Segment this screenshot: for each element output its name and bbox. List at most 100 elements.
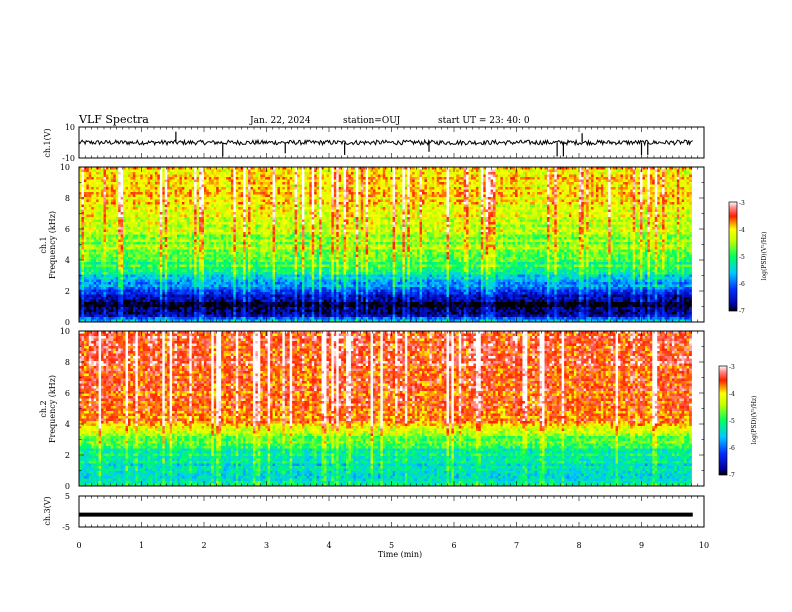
spec1-cell [466,197,469,200]
spec1-cell [363,175,366,178]
spec1-cell [402,200,405,203]
spec1-cell [150,195,153,198]
spec1-cell [155,212,158,215]
spec1-cell [456,185,459,188]
spec1-cell [603,202,606,205]
spec1-cell [469,205,472,208]
spec1-cell [84,205,87,208]
spec1-cell [674,185,677,188]
spec1-cell [121,187,124,190]
spec1-cell [660,212,663,215]
spec1-cell [390,177,393,180]
spec1-cell [447,212,450,215]
spec1-cell [206,215,209,218]
spec1-cell [285,172,288,175]
spec1-cell [540,172,543,175]
spec1-cell [373,187,376,190]
spec1-cell [390,192,393,195]
spec1-cell [204,175,207,178]
spec1-cell [505,210,508,213]
spec1-cell [194,170,197,173]
spec1-cell [138,202,141,205]
spec1-cell [260,177,263,180]
spec1-cell [557,202,560,205]
spec1-cell [586,202,589,205]
spec1-cell [148,205,151,208]
spec1-cell [86,172,89,175]
spec1-cell [211,205,214,208]
spec1-cell [444,192,447,195]
spec1-cell [378,195,381,198]
spec1-cell [113,175,116,178]
spec1-cell [574,172,577,175]
spec1-cell [410,202,413,205]
spec1-cell [336,207,339,210]
spec1-cell [476,192,479,195]
spec1-cell [596,197,599,200]
spec1-cell [277,185,280,188]
spec1-cell [589,182,592,185]
spec1-cell [153,172,156,175]
spec1-cell [466,175,469,178]
spec1-cell [270,200,273,203]
spec1-cell [287,215,290,218]
spec1-cell [584,177,587,180]
spec1-cell [361,215,364,218]
spec1-cell [150,192,153,195]
spec1-cell [211,215,214,218]
spec1-cell [476,185,479,188]
spec1-cell [388,195,391,198]
spec1-cell [415,205,418,208]
spec1-cell [444,177,447,180]
spec1-cell [594,175,597,178]
spec1-cell [228,205,231,208]
spec1-cell [542,182,545,185]
spec1-cell [679,190,682,193]
spec1-cell [638,170,641,173]
spec1-cell [312,192,315,195]
spec1-cell [542,185,545,188]
spec1-cell [515,175,518,178]
spec1-cell [172,210,175,213]
spec1-cell [491,172,494,175]
spec1-cell [334,200,337,203]
spec1-cell [493,170,496,173]
spec1-cell [211,197,214,200]
spec1-cell [368,170,371,173]
spec1-cell [532,187,535,190]
spec1-cell [571,200,574,203]
spec1-cell [447,200,450,203]
spec1-cell [324,187,327,190]
spec1-cell [363,210,366,213]
spec1-cell [260,187,263,190]
spec1-cell [510,187,513,190]
spec1-cell [630,172,633,175]
spec1-cell [417,207,420,210]
spec1-cell [500,215,503,218]
spec1-cell [162,210,165,213]
spec1-cell [679,177,682,180]
spec1-cell [157,205,160,208]
spec1-cell [513,195,516,198]
spec1-cell [650,210,653,213]
spec1-cell [562,180,565,183]
spec1-cell [329,190,332,193]
spec1-cell [655,207,658,210]
spec1-cell [630,195,633,198]
spec1-cell [491,187,494,190]
spec1-cell [228,187,231,190]
spec1-cell [197,207,200,210]
spec1-cell [420,177,423,180]
spec1-cell [349,197,352,200]
spec1-cell [312,205,315,208]
spec1-cell [322,175,325,178]
spec1-cell [434,195,437,198]
spec1-cell [647,197,650,200]
spec1-cell [353,215,356,218]
spec1-cell [466,202,469,205]
spec1-cell [371,172,374,175]
spec1-cell [390,195,393,198]
spec1-cell [535,205,538,208]
spec1-cell [429,212,432,215]
spec1-cell [417,187,420,190]
